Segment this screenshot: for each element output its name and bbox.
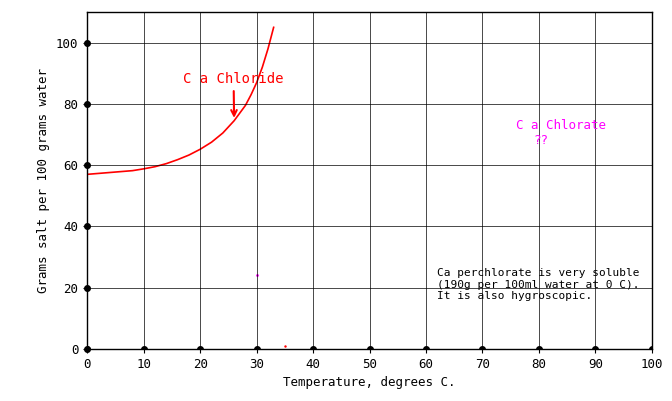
Text: C a Chlorate: C a Chlorate [516,119,606,132]
Text: C a Chloride: C a Chloride [183,71,284,115]
Text: Ca perchlorate is very soluble
(190g per 100ml water at 0 C).
It is also hygrosc: Ca perchlorate is very soluble (190g per… [437,268,640,301]
Text: ??: ?? [534,134,548,147]
X-axis label: Temperature, degrees C.: Temperature, degrees C. [284,377,456,389]
Y-axis label: Grams salt per 100 grams water: Grams salt per 100 grams water [37,68,50,293]
